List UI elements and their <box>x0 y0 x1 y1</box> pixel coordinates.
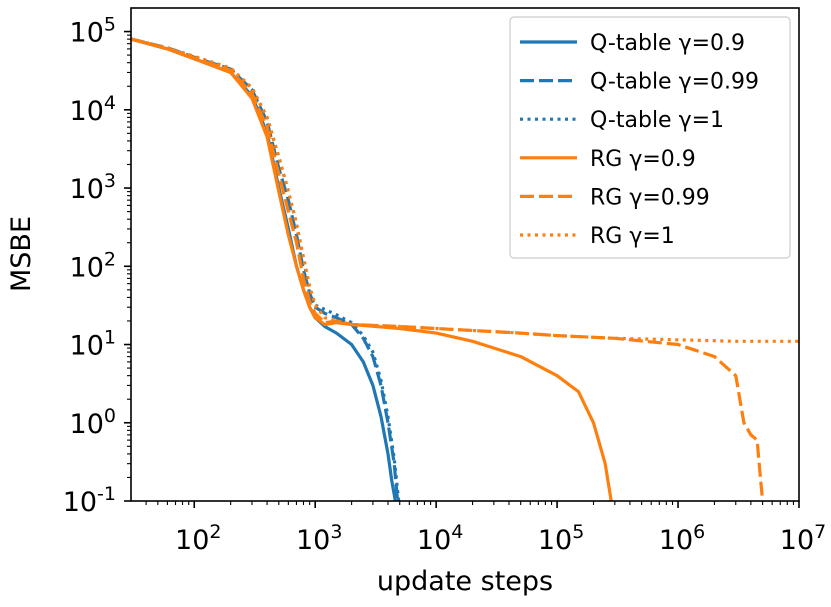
legend-label-6: RG γ=1 <box>590 224 675 249</box>
y-tick-label-6: 104 <box>70 92 116 127</box>
legend-label-5: RG γ=0.99 <box>590 185 710 210</box>
x-tick-label-3: 104 <box>417 521 463 556</box>
legend-label-4: RG γ=0.9 <box>590 147 696 172</box>
y-tick-label-4: 102 <box>70 248 116 283</box>
legend-items: Q-table γ=0.9 Q-table γ=0.99 Q-table γ=1 RG… <box>520 31 759 249</box>
y-tick-label-2: 100 <box>70 405 116 440</box>
legend-label-2: Q-table γ=0.99 <box>590 70 759 95</box>
legend-frame <box>509 16 791 259</box>
series-line-4 <box>130 37 613 502</box>
series-line-5 <box>130 37 765 502</box>
legend-label-3: Q-table γ=1 <box>590 108 724 133</box>
x-tick-label-2: 103 <box>296 521 342 556</box>
y-tick-label-3: 101 <box>70 327 116 362</box>
plot-frame <box>130 7 800 502</box>
x-tick-label-6: 107 <box>780 521 826 556</box>
y-tick-label-5: 103 <box>70 170 116 205</box>
y-tick-label-7: 105 <box>70 14 116 49</box>
x-tick-label-1: 102 <box>175 521 221 556</box>
legend-label-1: Q-table γ=0.9 <box>590 31 745 56</box>
series-layer <box>130 37 799 502</box>
legend: Q-table γ=0.9 Q-table γ=0.99 Q-table γ=1 RG… <box>509 16 791 259</box>
y-tick-label-1: 10-1 <box>63 483 116 518</box>
x-axis-label: update steps <box>377 566 553 597</box>
tick-layer: 102 103 104 105 106 107 10-1 100 101 102 103 104 105 <box>63 14 827 556</box>
x-tick-label-5: 106 <box>659 521 705 556</box>
x-tick-label-4: 105 <box>538 521 584 556</box>
y-axis-label: MSBE <box>6 216 37 292</box>
